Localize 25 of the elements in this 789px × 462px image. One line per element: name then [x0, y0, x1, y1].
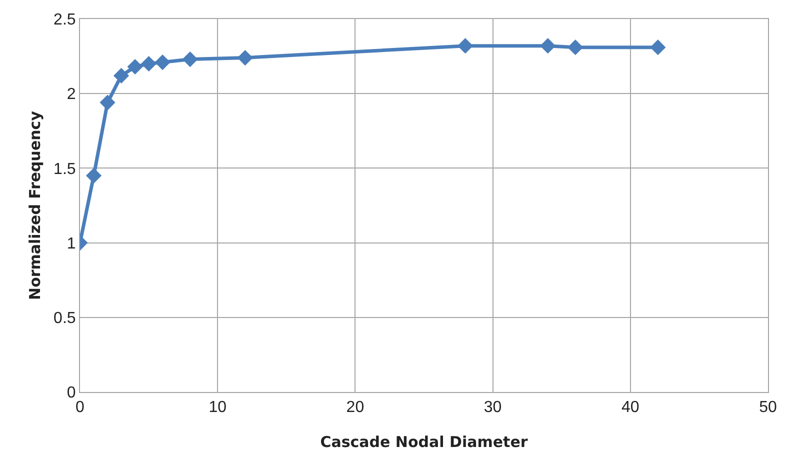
point [457, 38, 474, 54]
point [650, 40, 666, 56]
point [113, 68, 130, 84]
x-tick-label: 30 [484, 399, 502, 416]
x-tick-label: 40 [622, 399, 640, 416]
x-tick-label: 10 [208, 399, 227, 416]
y-tick-label: 1 [66, 235, 76, 252]
point [540, 38, 556, 54]
point [86, 168, 102, 184]
point [237, 50, 253, 66]
x-tick-label: 20 [346, 399, 364, 416]
y-axis-title: Normalized Frequency [26, 110, 44, 300]
point [127, 58, 143, 75]
point [141, 56, 157, 72]
x-axis-title: Cascade Nodal Diameter [320, 433, 528, 451]
y-tick-label: 2.5 [54, 12, 76, 29]
y-tick-label: 2 [66, 86, 76, 104]
point [100, 94, 116, 110]
y-tick-label: 1.5 [54, 160, 76, 178]
y-tick-label: 0 [66, 384, 76, 402]
point [568, 40, 584, 56]
point [182, 51, 198, 68]
x-tick-label: 50 [759, 399, 777, 416]
y-tick-label: 0.5 [54, 310, 76, 327]
point [154, 54, 170, 70]
